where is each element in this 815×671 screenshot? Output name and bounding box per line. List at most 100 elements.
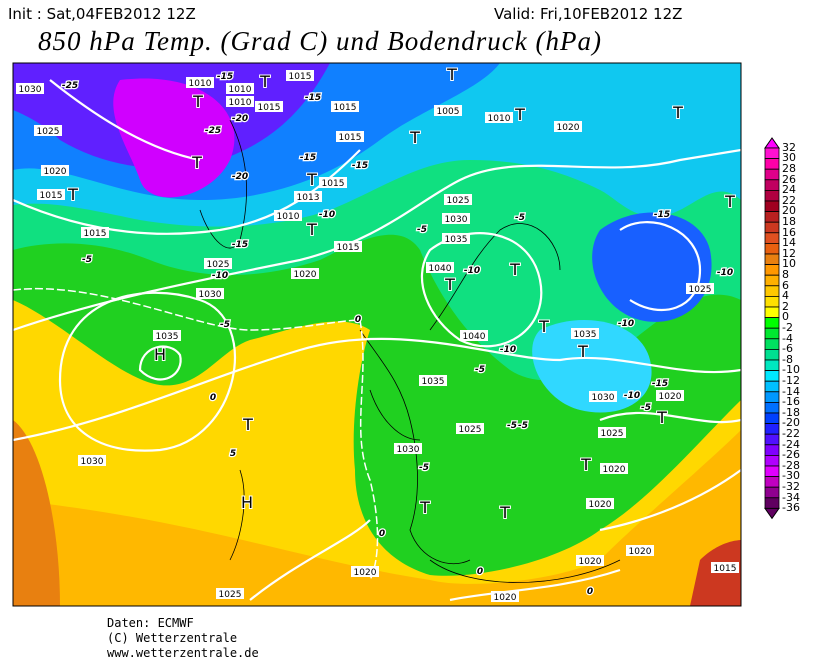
map-frame [12,62,742,607]
pressure-label: 1035 [422,377,445,387]
pressure-label-bg [331,101,359,112]
pressure-label-bg [334,241,362,252]
low-pressure-center: T [655,407,668,428]
center-letter: T [306,220,317,239]
colorbar-label: -12 [782,373,800,387]
temperature-label: -10 [624,391,640,401]
pressure-label-bg [78,455,106,466]
pressure-label: 1015 [337,243,360,253]
temperature-label: -5 [518,421,528,431]
pressure-label: 1020 [579,557,602,567]
pressure-label-bg [153,330,181,341]
field-russia-cold [592,212,712,322]
colorbar-label: 16 [782,225,796,239]
colorbar-label: 8 [782,267,789,281]
colorbar-label: 22 [782,193,796,207]
pressure-label: 1015 [334,103,357,113]
coastlines [199,119,621,583]
pressure-label-group: 1035 [571,328,599,340]
pressure-label-bg [576,555,604,566]
temperature-label-group: 0 [354,314,363,327]
pressure-label: 1020 [354,568,377,578]
pressure-label-group: 1015 [286,70,314,82]
pressure-label-bg [598,427,626,438]
pressure-label-group: 1025 [686,283,714,295]
pressure-label-bg [586,498,614,509]
temperature-label-group: -5 [416,224,429,237]
colorbar-swatch [764,274,780,287]
temperature-label: 0 [477,567,483,577]
pressure-label-group: 1030 [442,213,470,225]
colorbar-label: -22 [782,426,800,440]
temperature-label: -5 [507,421,517,431]
colorbar-label: -20 [782,416,800,430]
low-pressure-center: T [723,191,736,212]
pressure-label-group: 1010 [485,112,513,124]
pressure-label: 1015 [40,191,63,201]
colorbar-swatch [764,465,780,478]
pressure-label-group: 1025 [216,588,244,600]
pressure-label: 1025 [447,196,470,206]
low-pressure-center: T [190,152,203,173]
pressure-label-group: 1035 [419,375,447,387]
low-pressure-center: T [508,259,521,280]
pressure-label-group: 1020 [554,121,582,133]
temperature-label-group: -5 [517,420,530,433]
low-pressure-center: T [191,91,204,112]
low-pressure-center: T [66,184,79,205]
pressure-label-group: 1015 [336,131,364,143]
pressure-label-bg [554,121,582,132]
center-letter: T [259,72,270,91]
colorbar-label: -14 [782,384,800,398]
center-letter: T [509,260,520,279]
temperature-field [13,63,741,606]
temperature-label: -15 [652,379,668,389]
temperature-label-group: 0 [209,392,218,405]
center-letter: T [192,92,203,111]
colorbar-swatch [764,295,780,308]
pressure-label-group: 1030 [394,443,422,455]
pressure-label: 1020 [629,547,652,557]
pressure-label-group: 1015 [319,177,347,189]
pressure-label: 1025 [689,285,712,295]
temperature-label-group: -25 [204,125,223,138]
pressure-label: 1025 [37,127,60,137]
pressure-label-group: 1010 [226,83,254,95]
pressure-label-bg [216,588,244,599]
pressure-label-group: 1025 [598,427,626,439]
pressure-label-group: 1005 [434,105,462,117]
pressure-label: 1040 [463,332,486,342]
pressure-label: 1015 [339,133,362,143]
temperature-label-group: -5 [81,254,94,267]
temperature-label: -10 [319,210,335,220]
temperature-label-group: 5 [229,448,238,461]
colorbar-label: -36 [782,501,800,515]
pressure-label-group: 1020 [41,165,69,177]
pressure-label: 1025 [459,425,482,435]
colorbar-swatch [764,158,780,170]
pressure-label-group: 1015 [37,189,65,201]
temperature-colorbar [764,137,780,520]
pressure-label: 1013 [297,193,320,203]
pressure-label-group: 1020 [656,390,684,402]
pressure-label-group: 1025 [204,258,232,270]
temperature-label-group: -10 [617,318,636,331]
colorbar-swatch [764,380,780,393]
pressure-label-group: 1030 [16,83,44,95]
colorbar-label: -34 [782,490,800,504]
low-pressure-center: T [418,497,431,518]
low-pressure-center: T [305,219,318,240]
temperature-label-group: -10 [499,344,518,357]
colorbar-swatch [764,359,780,372]
pressure-label: 1030 [199,290,222,300]
pressure-label-bg [37,189,65,200]
colorbar-swatch [764,327,780,340]
temperature-label: -10 [618,319,634,329]
colorbar-swatch [764,370,780,382]
center-letter: H [154,345,166,364]
pressure-label-bg [444,194,472,205]
colorbar-label: -4 [782,331,793,345]
pressure-label-group: 1020 [351,566,379,578]
colorbar-top-arrow [764,137,780,149]
pressure-label-bg [351,566,379,577]
